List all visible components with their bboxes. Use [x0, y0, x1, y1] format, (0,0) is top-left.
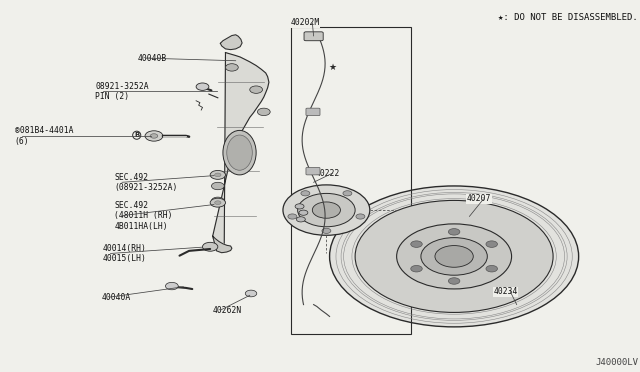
- Polygon shape: [220, 35, 242, 49]
- Circle shape: [295, 204, 304, 209]
- Circle shape: [196, 83, 209, 90]
- Circle shape: [166, 282, 178, 290]
- FancyBboxPatch shape: [306, 108, 320, 116]
- Circle shape: [202, 242, 218, 251]
- Text: SEC.492
(48011H (RH)
4B011HA(LH): SEC.492 (48011H (RH) 4B011HA(LH): [115, 201, 173, 231]
- Text: 08921-3252A
PIN (2): 08921-3252A PIN (2): [95, 82, 149, 101]
- FancyBboxPatch shape: [304, 32, 323, 41]
- Circle shape: [301, 191, 310, 196]
- Circle shape: [257, 108, 270, 116]
- Ellipse shape: [223, 131, 256, 175]
- Text: B: B: [134, 132, 140, 138]
- Circle shape: [150, 134, 158, 138]
- Ellipse shape: [355, 201, 553, 312]
- Text: 40040A: 40040A: [102, 293, 131, 302]
- Circle shape: [245, 290, 257, 297]
- Circle shape: [356, 214, 365, 219]
- Text: 40234: 40234: [493, 287, 518, 296]
- Text: 40040B: 40040B: [138, 54, 167, 62]
- Polygon shape: [212, 52, 269, 250]
- Circle shape: [299, 210, 308, 215]
- Text: 40207: 40207: [467, 195, 491, 203]
- Ellipse shape: [330, 186, 579, 327]
- Circle shape: [298, 193, 355, 227]
- Text: ★: DO NOT BE DISASSEMBLED.: ★: DO NOT BE DISASSEMBLED.: [499, 13, 638, 22]
- Circle shape: [322, 228, 331, 234]
- Ellipse shape: [486, 266, 497, 272]
- Bar: [291, 27, 412, 334]
- Circle shape: [283, 185, 370, 235]
- Text: 40014(RH)
40015(LH): 40014(RH) 40015(LH): [103, 244, 147, 263]
- Ellipse shape: [411, 266, 422, 272]
- FancyBboxPatch shape: [306, 167, 320, 175]
- Circle shape: [210, 198, 225, 207]
- Text: ®081B4-4401A
(6): ®081B4-4401A (6): [15, 126, 73, 146]
- Ellipse shape: [435, 246, 473, 267]
- Ellipse shape: [486, 241, 497, 247]
- Text: 40262N: 40262N: [212, 306, 242, 315]
- Ellipse shape: [449, 228, 460, 235]
- Text: SEC.492
(08921-3252A): SEC.492 (08921-3252A): [115, 173, 178, 192]
- Circle shape: [214, 201, 221, 205]
- Ellipse shape: [449, 278, 460, 284]
- Text: 40222: 40222: [316, 169, 340, 177]
- Circle shape: [211, 182, 224, 190]
- Text: ★: ★: [329, 63, 337, 72]
- Text: J40000LV: J40000LV: [595, 358, 638, 367]
- Ellipse shape: [421, 238, 487, 275]
- Ellipse shape: [397, 224, 511, 289]
- Polygon shape: [212, 236, 232, 253]
- Circle shape: [250, 86, 262, 93]
- Text: 40202M: 40202M: [291, 19, 320, 28]
- Ellipse shape: [411, 241, 422, 247]
- Circle shape: [211, 197, 224, 205]
- Circle shape: [296, 217, 305, 222]
- Circle shape: [214, 173, 221, 177]
- Circle shape: [210, 170, 225, 179]
- Circle shape: [225, 64, 238, 71]
- Circle shape: [288, 214, 297, 219]
- Ellipse shape: [227, 135, 252, 170]
- Circle shape: [312, 202, 340, 218]
- Circle shape: [145, 131, 163, 141]
- Circle shape: [343, 191, 352, 196]
